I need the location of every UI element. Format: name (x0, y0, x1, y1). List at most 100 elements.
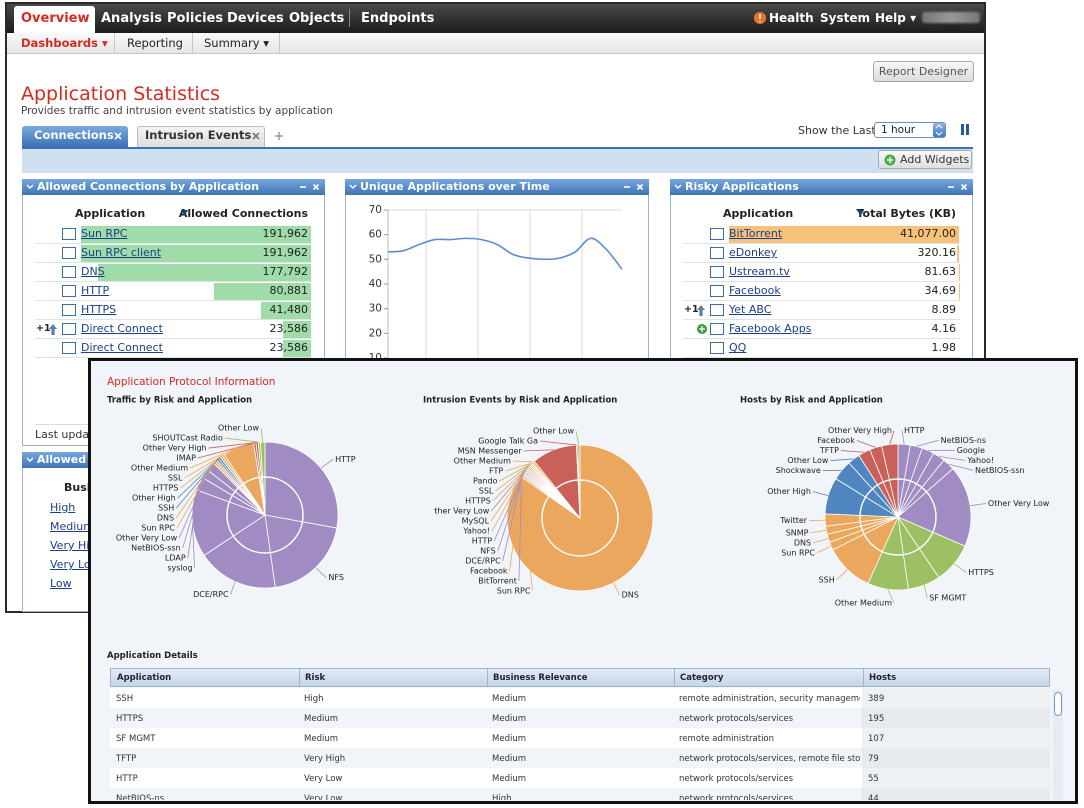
row-checkbox (62, 342, 76, 354)
time-select-value: 1 hour (881, 124, 916, 136)
row-checkbox (710, 247, 724, 259)
details-column-header[interactable]: Hosts (869, 673, 897, 683)
row-value: 8.89 (931, 303, 957, 316)
nav-active-tab (14, 6, 95, 33)
details-column-header[interactable]: Application (117, 673, 172, 683)
hosts-cell-bg (862, 788, 1050, 800)
details-column-header[interactable]: Risk (305, 673, 326, 683)
application-link[interactable]: Direct Connect (81, 322, 163, 335)
details-cell: HTTP (116, 774, 138, 784)
application-link[interactable]: QQ (729, 341, 747, 354)
report-designer-button[interactable]: Report Designer (873, 61, 974, 82)
details-cell: 195 (868, 714, 885, 724)
row-checkbox (710, 323, 724, 335)
details-column-header[interactable]: Category (680, 673, 724, 683)
up-arrow-icon (49, 324, 57, 335)
row-value: 1.98 (931, 341, 957, 354)
column-header: Application (75, 207, 146, 220)
value-bar (81, 245, 311, 262)
scrollbar-thumb[interactable] (1054, 692, 1062, 716)
sub-nav-item[interactable]: Summary ▾ (204, 36, 270, 50)
details-cell: NetBIOS-ns (116, 794, 165, 800)
row-value: 41,480 (269, 303, 309, 316)
column-header: Allowed Connections (178, 207, 308, 220)
risk-link[interactable]: Very Hi (50, 539, 90, 552)
application-link[interactable]: Sun RPC client (81, 246, 162, 259)
application-link[interactable]: Direct Connect (81, 341, 163, 354)
value-bar (97, 264, 311, 281)
tab-inactive (137, 126, 265, 147)
details-cell: SSH (116, 694, 134, 704)
details-cell: HTTPS (116, 714, 144, 724)
scrollbar-track (1053, 690, 1063, 800)
risk-link[interactable]: Very Lo (50, 558, 91, 571)
sub-nav-separator (279, 33, 280, 53)
row-checkbox (710, 304, 724, 316)
hosts-cell-bg (862, 768, 1050, 788)
details-cell: 389 (868, 694, 885, 704)
application-link[interactable]: HTTPS (81, 303, 117, 316)
details-body: SSH High Medium remote administration, secu… (110, 688, 1050, 800)
value-bar (81, 226, 311, 243)
sub-nav-item[interactable]: Dashboards ▾ (21, 36, 108, 50)
row-divider (683, 262, 960, 263)
details-cell: Medium (492, 754, 526, 764)
application-link[interactable]: Sun RPC (81, 227, 128, 240)
nav-item[interactable]: Overview (21, 11, 90, 26)
application-link[interactable]: HTTP (81, 284, 110, 297)
application-link[interactable]: DNS (81, 265, 105, 278)
overlay-title: Application Protocol Information (107, 376, 276, 388)
row-badge: +1 (36, 323, 51, 334)
row-divider (35, 300, 312, 301)
nav-item[interactable]: Endpoints (361, 11, 435, 26)
nav-right-item[interactable]: Health (769, 11, 814, 25)
application-link[interactable]: Facebook Apps (729, 322, 812, 335)
tab-label[interactable]: Intrusion Events (145, 128, 252, 142)
application-link[interactable]: Facebook (729, 284, 781, 297)
sub-nav-item[interactable]: Reporting (127, 36, 183, 50)
row-divider (683, 338, 960, 339)
details-cell: TFTP (116, 754, 137, 764)
row-value: 4.16 (931, 322, 957, 335)
risk-link[interactable]: Low (50, 577, 72, 590)
add-widgets-button[interactable]: Add Widgets (878, 150, 972, 169)
widget-body (670, 195, 973, 370)
application-link[interactable]: eDonkey (729, 246, 778, 259)
new-app-icon (697, 324, 707, 334)
details-cell: Medium (304, 714, 338, 724)
row-divider (35, 281, 312, 282)
row-checkbox (62, 228, 76, 240)
row-checkbox (710, 285, 724, 297)
tab-label[interactable]: Connections (34, 128, 114, 142)
risk-link[interactable]: Medium (50, 520, 94, 533)
nav-item[interactable]: Policies (167, 11, 224, 26)
details-cell: Medium (492, 714, 526, 724)
details-cell: remote administration (679, 734, 775, 744)
nav-right-item[interactable]: Help ▾ (875, 11, 917, 25)
application-link[interactable]: Ustream.tv (729, 265, 790, 278)
row-divider (35, 243, 312, 244)
details-column-header[interactable]: Business Relevance (493, 673, 588, 683)
row-checkbox (710, 228, 724, 240)
application-link[interactable]: BitTorrent (729, 227, 783, 240)
widget-title: Risky Applications (685, 180, 799, 193)
hosts-cell-bg (862, 748, 1050, 768)
top-nav (7, 4, 984, 33)
toolbar (22, 147, 973, 173)
widget-status: Last updat (35, 428, 94, 441)
time-select[interactable]: 1 hour (874, 122, 946, 138)
nav-item[interactable]: Devices (227, 11, 284, 26)
details-row: SF MGMT Medium Medium remote administration… (110, 728, 1050, 748)
hosts-cell-bg (862, 728, 1050, 748)
nav-item[interactable]: Objects (289, 11, 345, 26)
details-cell: Medium (492, 774, 526, 784)
row-divider (683, 319, 960, 320)
widget-body (345, 195, 649, 370)
application-link[interactable]: Yet ABC (729, 303, 772, 316)
row-value: 191,962 (262, 246, 309, 259)
risk-link[interactable]: High (50, 501, 76, 514)
nav-item[interactable]: Analysis (101, 11, 162, 26)
nav-right-item[interactable]: System (820, 11, 870, 25)
page-title: Application Statistics (21, 83, 221, 105)
column-divider (674, 669, 675, 686)
